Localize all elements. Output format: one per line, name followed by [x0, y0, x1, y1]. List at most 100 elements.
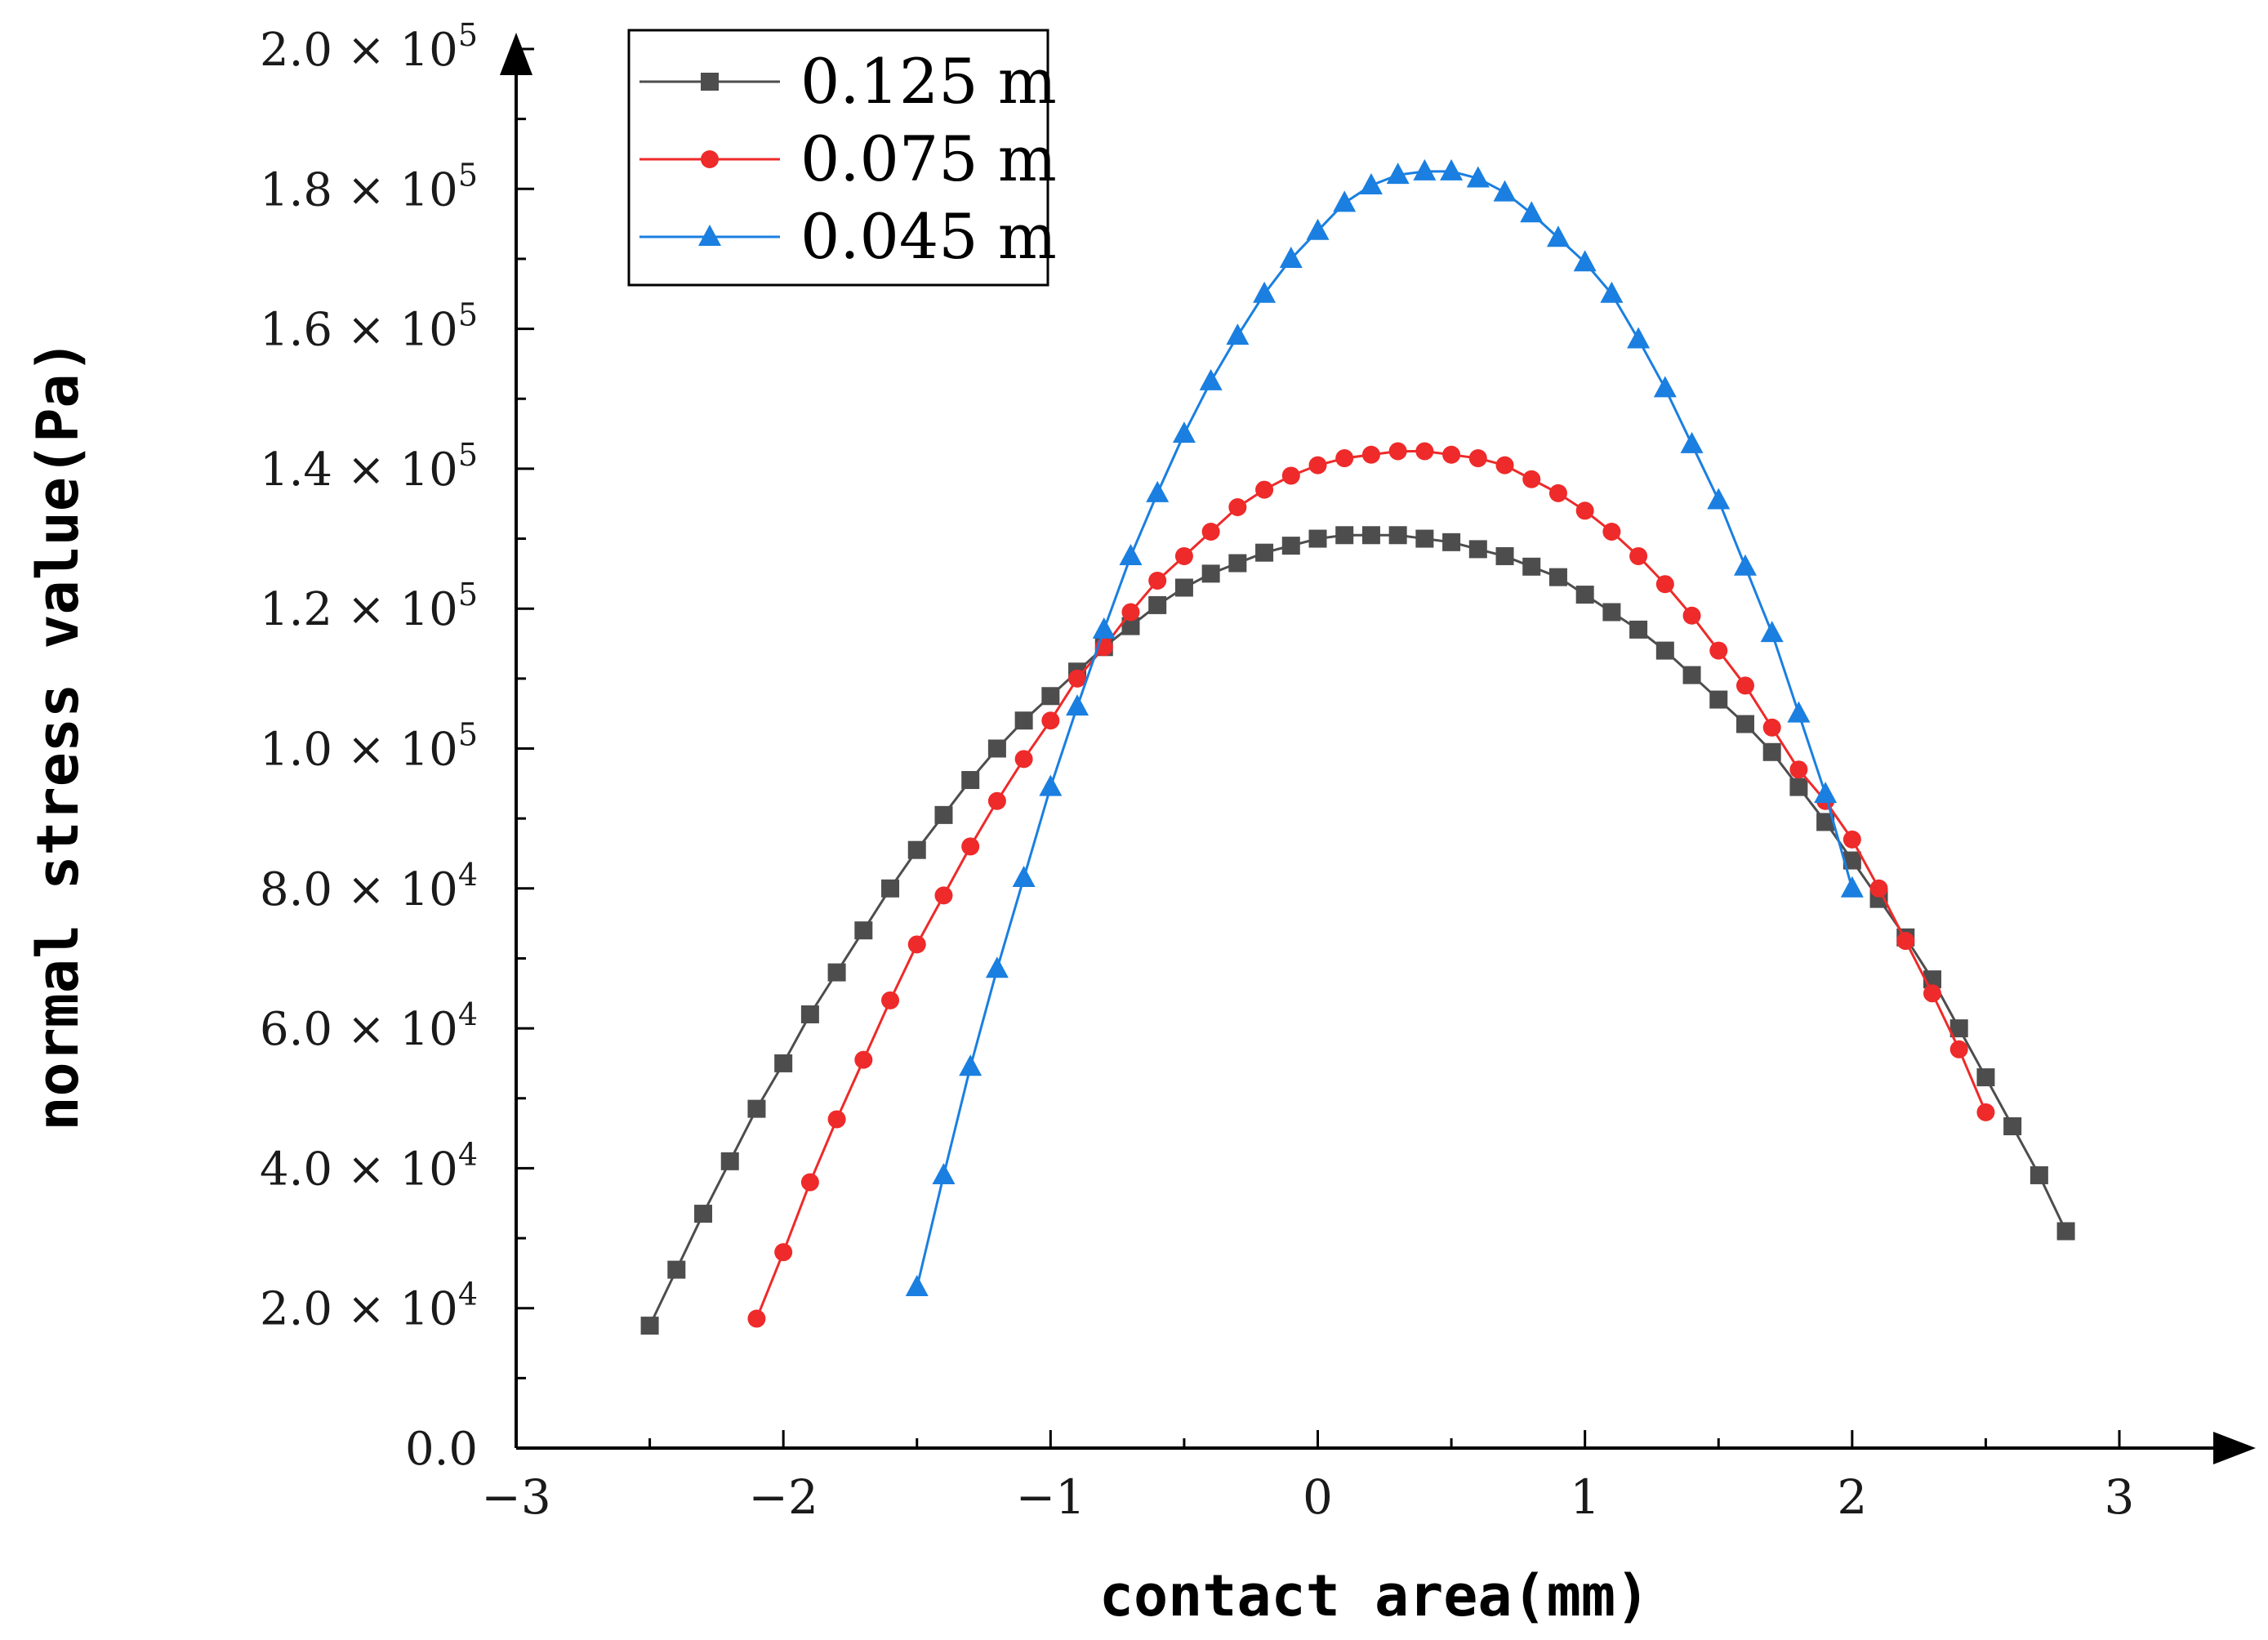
legend-marker — [701, 150, 719, 168]
data-point — [1655, 641, 1674, 660]
data-point — [1228, 498, 1247, 517]
data-point — [1386, 163, 1410, 185]
data-point — [1201, 564, 1220, 583]
data-point — [1253, 281, 1277, 303]
data-point — [1335, 449, 1354, 468]
data-point — [1495, 546, 1514, 565]
data-point — [934, 805, 953, 824]
y-tick-label: 2.0 × 105 — [260, 17, 478, 77]
data-point — [1281, 466, 1300, 485]
y-tick-label: 6.0 × 104 — [260, 996, 478, 1056]
y-tick-label: 0.0 — [405, 1423, 478, 1476]
data-point — [961, 771, 980, 790]
data-point — [1522, 557, 1541, 576]
data-point — [987, 791, 1006, 810]
data-point — [1466, 166, 1490, 188]
data-point — [1413, 158, 1437, 180]
data-point — [1039, 774, 1063, 796]
data-point — [1119, 543, 1143, 565]
data-point — [1415, 442, 1434, 461]
data-point — [1840, 876, 1864, 898]
data-point — [1066, 694, 1089, 716]
data-point — [1760, 621, 1784, 643]
series-2 — [747, 442, 1995, 1328]
data-point — [1361, 526, 1380, 545]
data-point — [1468, 449, 1487, 468]
data-point — [881, 879, 900, 898]
data-point — [932, 1162, 956, 1184]
data-point — [1255, 543, 1274, 562]
data-point — [1842, 830, 1861, 849]
data-point — [1359, 173, 1383, 195]
data-point — [1976, 1068, 1995, 1087]
data-point — [1308, 529, 1327, 548]
data-point — [1629, 546, 1648, 565]
legend-label: 0.045 m — [800, 200, 1057, 273]
series-1 — [640, 526, 2075, 1335]
data-point — [1653, 376, 1677, 398]
data-point — [1600, 281, 1624, 303]
data-point — [1495, 456, 1514, 475]
data-point — [961, 837, 980, 856]
data-point — [1762, 718, 1781, 737]
data-point — [1201, 522, 1220, 541]
data-point — [827, 1110, 846, 1129]
y-tick-label: 1.0 × 105 — [260, 717, 478, 777]
data-point — [1226, 323, 1250, 345]
series-line — [916, 170, 1854, 1288]
data-point — [1814, 782, 1838, 804]
data-point — [1121, 617, 1140, 635]
data-point — [1762, 742, 1781, 761]
data-point — [1468, 540, 1487, 559]
data-point — [1789, 778, 1808, 796]
legend: 0.125 m0.075 m0.045 m — [627, 29, 1057, 287]
x-axis-arrow — [2213, 1432, 2256, 1464]
data-point — [1255, 480, 1274, 499]
data-point — [667, 1260, 686, 1279]
data-point — [1709, 690, 1728, 709]
y-tick-label: 1.8 × 105 — [260, 157, 478, 216]
data-point — [800, 1005, 819, 1023]
x-tick-label: 3 — [2105, 1469, 2135, 1525]
data-point — [1602, 603, 1621, 622]
y-axis-title: normal stress value(Pa) — [25, 339, 91, 1130]
data-point — [1682, 666, 1701, 684]
x-tick-label: 0 — [1303, 1469, 1333, 1525]
data-point — [2003, 1117, 2022, 1136]
data-point — [1121, 603, 1140, 622]
data-point — [1228, 554, 1247, 573]
data-point — [1415, 529, 1434, 548]
data-point — [1548, 568, 1567, 586]
data-point — [1575, 586, 1594, 604]
data-point — [1976, 1103, 1995, 1121]
data-point — [1068, 669, 1087, 688]
axes — [500, 33, 2256, 1464]
legend-marker — [698, 225, 721, 246]
data-point — [934, 886, 953, 905]
data-point — [800, 1173, 819, 1192]
data-point — [1707, 488, 1731, 510]
y-tick-label: 4.0 × 104 — [260, 1136, 478, 1196]
data-point — [1174, 546, 1193, 565]
data-point — [1148, 571, 1167, 590]
data-point — [1923, 984, 1941, 1003]
data-point — [1442, 445, 1461, 464]
data-point — [907, 935, 926, 954]
data-point — [747, 1099, 766, 1118]
data-point — [1308, 456, 1327, 475]
data-point — [1573, 250, 1597, 272]
data-point — [1041, 687, 1060, 706]
data-point — [1787, 701, 1811, 723]
data-point — [1361, 445, 1380, 464]
data-point — [1172, 421, 1196, 443]
y-tick-label: 1.4 × 105 — [260, 437, 478, 497]
data-point — [640, 1317, 659, 1335]
y-axis-arrow — [500, 33, 532, 75]
x-tick-label: 2 — [1837, 1469, 1867, 1525]
data-point — [1493, 180, 1517, 202]
data-point — [1548, 484, 1567, 502]
data-point — [1602, 522, 1621, 541]
data-point — [694, 1205, 713, 1223]
y-tick-label: 1.2 × 105 — [260, 577, 478, 636]
